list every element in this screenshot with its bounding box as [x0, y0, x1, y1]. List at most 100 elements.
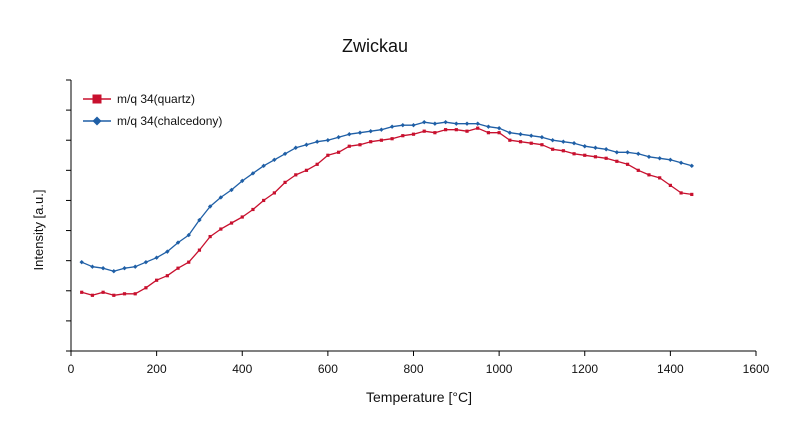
data-point	[154, 255, 159, 260]
data-point	[444, 128, 448, 132]
data-point	[390, 137, 394, 141]
x-tick-label: 1400	[657, 362, 684, 376]
data-point	[422, 119, 427, 125]
data-point	[507, 130, 513, 135]
data-point	[561, 149, 565, 153]
data-point	[165, 249, 170, 254]
data-point	[208, 234, 212, 239]
data-point	[368, 128, 373, 134]
data-point	[187, 260, 191, 264]
data-point	[315, 162, 319, 166]
data-point	[508, 138, 512, 142]
data-point	[454, 128, 458, 132]
data-point	[625, 150, 630, 155]
data-point	[529, 133, 534, 138]
data-point	[496, 125, 502, 131]
data-point	[100, 265, 106, 271]
data-point	[486, 131, 491, 135]
data-point	[571, 141, 577, 146]
data-point	[593, 155, 598, 159]
data-point	[262, 198, 266, 203]
data-point	[229, 187, 234, 193]
data-point	[358, 143, 362, 147]
data-point	[668, 183, 672, 187]
data-point	[197, 248, 202, 252]
data-point	[336, 150, 341, 154]
data-point	[550, 138, 555, 143]
data-point	[326, 153, 330, 157]
data-point	[464, 121, 470, 126]
data-point	[690, 192, 694, 197]
data-point	[678, 160, 684, 166]
data-point	[657, 156, 662, 161]
legend-marker-square	[92, 94, 102, 104]
data-point	[646, 154, 652, 159]
y-axis-label: Intensity [a.u.]	[31, 190, 46, 271]
data-point	[250, 171, 256, 176]
data-point	[454, 121, 459, 126]
data-point	[432, 121, 438, 126]
x-tick-label: 400	[232, 362, 252, 376]
data-point	[582, 144, 587, 149]
data-point	[347, 144, 351, 148]
data-point	[155, 278, 159, 282]
data-point	[411, 132, 416, 136]
data-point	[304, 142, 309, 147]
data-point	[79, 259, 84, 265]
data-point	[379, 127, 384, 132]
data-point	[122, 265, 127, 271]
series-layer	[79, 119, 694, 297]
data-point	[293, 145, 298, 150]
data-point	[175, 240, 181, 245]
data-point	[347, 132, 352, 137]
data-point	[476, 126, 480, 130]
x-tick-label: 200	[147, 362, 167, 376]
data-point	[604, 156, 608, 160]
x-tick-label: 0	[68, 362, 75, 376]
data-point	[144, 286, 148, 290]
data-point	[90, 264, 95, 269]
data-point	[369, 140, 373, 144]
data-point	[261, 163, 266, 169]
legend-label: m/q 34(chalcedony)	[117, 114, 222, 128]
x-tick-label: 1000	[486, 362, 513, 376]
data-point	[540, 143, 544, 147]
data-point	[112, 293, 116, 297]
data-point	[658, 176, 662, 180]
x-tick-label: 600	[318, 362, 338, 376]
data-point	[80, 290, 84, 294]
data-point	[304, 168, 309, 172]
data-point	[422, 129, 426, 133]
data-point	[475, 121, 480, 126]
data-point	[518, 140, 523, 144]
data-point	[401, 134, 405, 138]
data-point	[486, 124, 491, 129]
legend-marker-diamond	[92, 116, 102, 126]
data-point	[165, 274, 169, 278]
data-point	[561, 139, 566, 144]
data-point	[529, 141, 533, 145]
data-point	[615, 159, 619, 163]
data-point	[272, 191, 276, 195]
data-point	[614, 150, 620, 155]
data-point	[679, 191, 683, 195]
data-point	[433, 131, 437, 135]
data-point	[689, 163, 694, 169]
data-point	[518, 132, 523, 137]
axes: 0 200 400 600 800 1000 1200 1400 1600	[66, 79, 770, 376]
data-point	[443, 119, 448, 125]
data-point	[465, 129, 469, 133]
data-point	[111, 269, 117, 274]
x-tick-label: 1600	[743, 362, 770, 376]
chart-title: Zwickau	[342, 36, 408, 56]
data-point	[176, 266, 180, 270]
data-point	[647, 173, 651, 177]
data-point	[636, 151, 641, 156]
data-point	[143, 259, 149, 265]
data-point	[539, 135, 545, 140]
series-line-quartz	[81, 127, 692, 296]
data-point	[294, 173, 298, 177]
data-point	[218, 195, 224, 200]
